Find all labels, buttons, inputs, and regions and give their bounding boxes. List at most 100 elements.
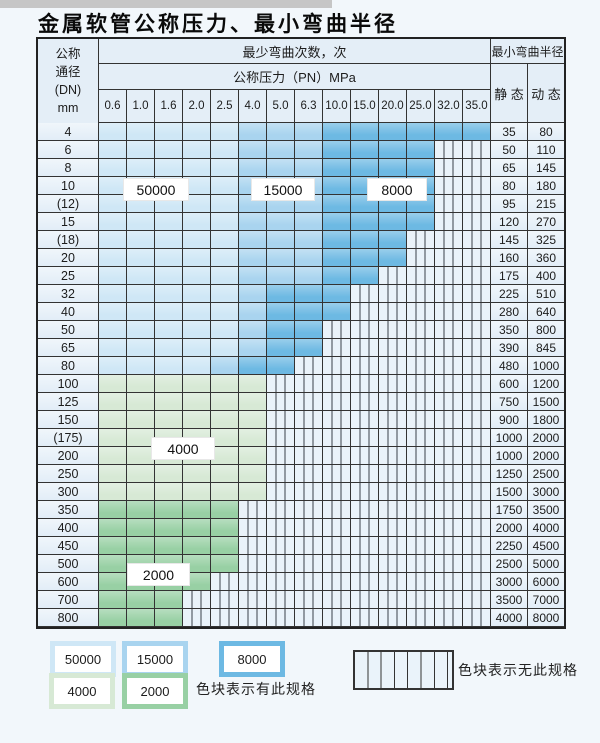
spec-cell-8000 <box>267 285 295 303</box>
dn-label: 40 <box>38 303 99 321</box>
spec-cell-2000 <box>211 501 239 519</box>
spec-cell-2000 <box>127 519 155 537</box>
spec-cell-4000 <box>99 375 127 393</box>
no-spec-cell <box>435 195 463 213</box>
no-spec-cell <box>239 501 267 519</box>
spec-cell-15000 <box>239 213 267 231</box>
spec-cell-50000 <box>211 285 239 303</box>
spec-cell-4000 <box>239 447 267 465</box>
no-spec-cell <box>351 285 379 303</box>
no-spec-cell <box>295 447 323 465</box>
spec-cell-8000 <box>323 159 351 177</box>
no-spec-cell <box>407 429 435 447</box>
dn-label: 10 <box>38 177 99 195</box>
no-spec-cell <box>351 483 379 501</box>
spec-cell-50000 <box>127 357 155 375</box>
spec-cell-50000 <box>127 213 155 231</box>
spec-cell-15000 <box>267 159 295 177</box>
no-spec-cell <box>463 591 491 609</box>
dynamic-radius-value: 3000 <box>528 483 564 501</box>
spec-cell-50000 <box>127 303 155 321</box>
spec-cell-15000 <box>239 321 267 339</box>
spec-cell-50000 <box>183 141 211 159</box>
spec-cell-4000 <box>155 375 183 393</box>
dynamic-radius-value: 145 <box>528 159 564 177</box>
pressure-header-cell: 25.0 <box>407 90 435 123</box>
no-spec-cell <box>267 555 295 573</box>
no-spec-cell <box>463 321 491 339</box>
table-row: 450 2250 4500 <box>38 537 564 555</box>
pressure-header-cell: 35.0 <box>463 90 491 123</box>
no-spec-cell <box>379 393 407 411</box>
spec-cell-15000 <box>267 267 295 285</box>
spec-cell-4000 <box>211 375 239 393</box>
pressure-value-header-row: 0.6 1.0 1.6 2.0 2.5 4.0 5.0 6.3 10.0 15.0 20.0 25.0… <box>99 90 491 123</box>
spec-cell-2000 <box>99 555 127 573</box>
spec-cell-50000 <box>99 267 127 285</box>
spec-cell-8000 <box>267 357 295 375</box>
spec-cell-4000 <box>239 375 267 393</box>
no-spec-cell <box>379 555 407 573</box>
spec-cell-15000 <box>239 339 267 357</box>
table-row: 65 390 845 <box>38 339 564 357</box>
table-row: 50 350 800 <box>38 321 564 339</box>
no-spec-cell <box>295 465 323 483</box>
spec-cell-8000 <box>323 303 351 321</box>
dn-label: 65 <box>38 339 99 357</box>
dn-label: 25 <box>38 267 99 285</box>
no-spec-cell <box>407 393 435 411</box>
no-spec-cell <box>323 609 351 627</box>
no-spec-cell <box>379 591 407 609</box>
static-radius-value: 2250 <box>491 537 528 555</box>
static-radius-value: 1500 <box>491 483 528 501</box>
legend-swatch-8000: 8000 <box>219 641 285 677</box>
spec-cell-50000 <box>127 123 155 141</box>
dynamic-radius-value: 1800 <box>528 411 564 429</box>
table-body: 4 35 80 6 50 110 8 65 145 10 80 180 (12) 95 215 15 120 27… <box>38 123 564 627</box>
no-spec-cell <box>463 483 491 501</box>
spec-cell-15000 <box>267 123 295 141</box>
spec-cell-8000 <box>323 141 351 159</box>
spec-cell-8000 <box>295 285 323 303</box>
no-spec-cell <box>323 411 351 429</box>
spec-cell-50000 <box>99 285 127 303</box>
spec-cell-50000 <box>155 123 183 141</box>
no-spec-cell <box>239 555 267 573</box>
dn-label: 200 <box>38 447 99 465</box>
spec-cell-50000 <box>211 141 239 159</box>
spec-cell-8000 <box>323 213 351 231</box>
no-spec-cell <box>267 393 295 411</box>
spec-cell-50000 <box>99 159 127 177</box>
no-spec-cell <box>295 411 323 429</box>
spec-cell-50000 <box>155 321 183 339</box>
static-dynamic-header-row: 静 态 动 态 <box>491 64 564 123</box>
no-spec-cell <box>211 573 239 591</box>
pressure-header-cell: 4.0 <box>239 90 267 123</box>
spec-cell-4000 <box>239 411 267 429</box>
no-spec-cell <box>407 447 435 465</box>
dynamic-radius-value: 3500 <box>528 501 564 519</box>
spec-cell-50000 <box>99 339 127 357</box>
table-row: (175) 1000 2000 <box>38 429 564 447</box>
static-radius-value: 175 <box>491 267 528 285</box>
spec-cell-15000 <box>239 285 267 303</box>
spec-cell-50000 <box>127 159 155 177</box>
spec-cell-2000 <box>99 519 127 537</box>
spec-cell-15000 <box>295 213 323 231</box>
dn-label: 15 <box>38 213 99 231</box>
spec-cell-50000 <box>155 339 183 357</box>
no-spec-cell <box>407 249 435 267</box>
no-spec-cell <box>435 231 463 249</box>
static-radius-value: 80 <box>491 177 528 195</box>
no-spec-cell <box>463 231 491 249</box>
legend-swatch-value: 2000 <box>127 678 183 704</box>
dn-label: 400 <box>38 519 99 537</box>
pressure-header-cell: 10.0 <box>323 90 351 123</box>
spec-cell-4000 <box>155 393 183 411</box>
no-spec-cell <box>463 249 491 267</box>
spec-cell-8000 <box>323 249 351 267</box>
spec-cell-4000 <box>239 393 267 411</box>
spec-cell-4000 <box>155 465 183 483</box>
no-spec-cell <box>463 537 491 555</box>
pressure-header-cell: 1.6 <box>155 90 183 123</box>
